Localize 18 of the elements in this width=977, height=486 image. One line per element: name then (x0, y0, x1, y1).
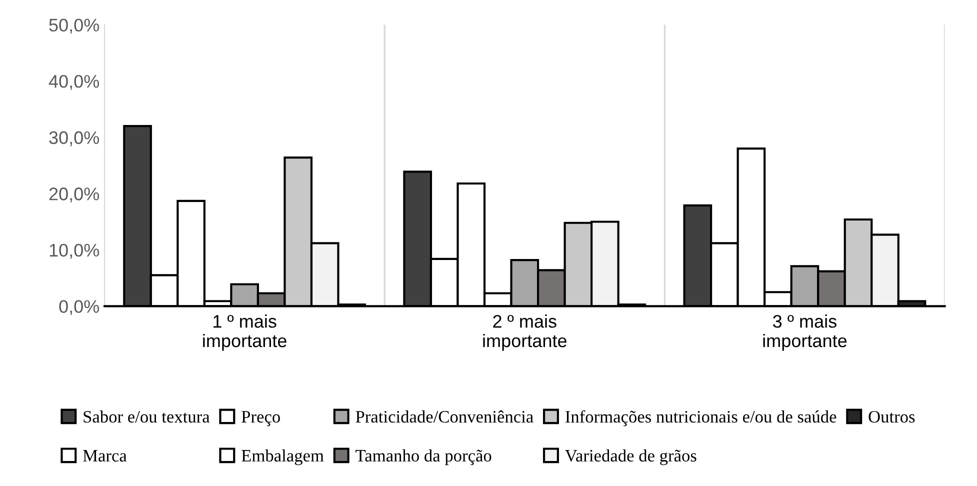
x-tick-label: 3 º mais importante (763, 314, 847, 351)
y-tick-label: 10,0% (50, 244, 100, 259)
y-tick-label: 30,0% (49, 131, 100, 146)
legend-label: Embalagem (242, 449, 324, 466)
x-tick-label: 2 º mais importante (483, 314, 567, 351)
legend-label: Tamanho da porção (356, 449, 492, 466)
x-tick-label: 1 º mais importante (203, 314, 286, 351)
legend-label: Outros (868, 410, 915, 423)
legend-label: Variedade de grãos (565, 449, 696, 466)
y-tick-label: 50,0% (49, 18, 100, 34)
legend-label: Praticidade/Conveniência (356, 410, 534, 423)
legend-label: Marca (83, 450, 127, 462)
legend-label: Informações nutricionais e/ou de saúde (565, 410, 836, 426)
y-tick-label: 40,0% (48, 75, 100, 90)
legend-label: Preço (242, 411, 280, 426)
legend-label: Sabor e/ou textura (84, 410, 210, 423)
y-tick-label: 20,0% (49, 188, 100, 202)
y-tick-label: 0,0% (59, 300, 100, 316)
